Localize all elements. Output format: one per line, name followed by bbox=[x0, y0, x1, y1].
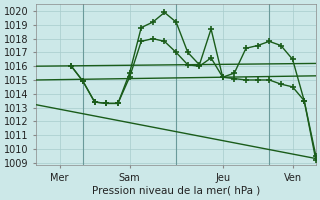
X-axis label: Pression niveau de la mer( hPa ): Pression niveau de la mer( hPa ) bbox=[92, 186, 260, 196]
